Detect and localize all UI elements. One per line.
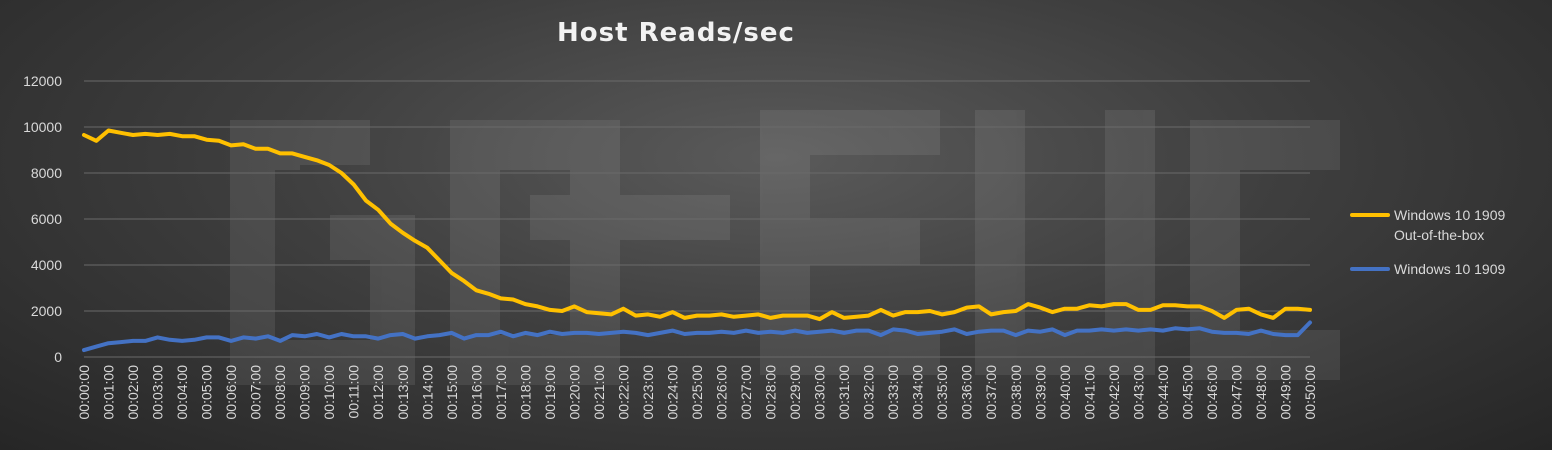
series-line-out-of-the-box bbox=[82, 128, 1312, 322]
x-tick-label: 00:31:00 bbox=[836, 365, 852, 420]
chart-title: Host Reads/sec bbox=[557, 18, 795, 48]
x-tick-label: 00:25:00 bbox=[689, 365, 705, 420]
y-tick-label: 0 bbox=[54, 349, 62, 365]
watermark-shape bbox=[230, 120, 415, 385]
watermark-shape bbox=[530, 195, 730, 240]
watermark-shape bbox=[450, 120, 620, 385]
x-tick-label: 00:14:00 bbox=[419, 365, 435, 420]
x-tick-label: 00:16:00 bbox=[468, 365, 484, 420]
x-tick-label: 00:43:00 bbox=[1130, 365, 1146, 420]
x-tick-label: 00:29:00 bbox=[787, 365, 803, 420]
x-tick-label: 00:47:00 bbox=[1228, 365, 1244, 420]
x-tick-label: 00:50:00 bbox=[1302, 365, 1318, 420]
x-tick-label: 00:10:00 bbox=[321, 365, 337, 420]
x-tick-label: 00:11:00 bbox=[346, 365, 362, 419]
x-tick-label: 00:39:00 bbox=[1032, 365, 1048, 420]
y-tick-label: 12000 bbox=[23, 73, 62, 89]
y-tick-label: 8000 bbox=[31, 165, 62, 181]
legend-swatch-out-of-the-box bbox=[1350, 213, 1390, 217]
x-tick-label: 00:06:00 bbox=[223, 365, 239, 420]
x-tick-label: 00:13:00 bbox=[395, 365, 411, 420]
legend-label-out-of-the-box: Windows 10 1909 Out-of-the-box bbox=[1394, 207, 1506, 243]
watermark-shape bbox=[1190, 120, 1340, 380]
x-tick-label: 00:34:00 bbox=[910, 365, 926, 420]
y-tick-label: 10000 bbox=[23, 119, 62, 135]
x-tick-label: 00:05:00 bbox=[199, 365, 215, 420]
x-tick-label: 00:32:00 bbox=[861, 365, 877, 420]
y-axis-tick-labels: 0 2000 4000 6000 8000 10000 12000 bbox=[23, 73, 62, 365]
series-line-baseline bbox=[82, 320, 1312, 353]
x-tick-label: 00:17:00 bbox=[493, 365, 509, 420]
x-tick-label: 00:40:00 bbox=[1057, 365, 1073, 420]
x-tick-label: 00:18:00 bbox=[517, 365, 533, 420]
x-tick-label: 00:22:00 bbox=[615, 365, 631, 420]
x-tick-label: 00:27:00 bbox=[738, 365, 754, 420]
x-tick-label: 00:36:00 bbox=[959, 365, 975, 420]
watermark-logo bbox=[230, 110, 1340, 385]
x-tick-label: 00:00:00 bbox=[76, 365, 92, 420]
x-tick-label: 00:33:00 bbox=[885, 365, 901, 420]
x-tick-label: 00:30:00 bbox=[812, 365, 828, 420]
x-tick-label: 00:46:00 bbox=[1204, 365, 1220, 420]
x-tick-label: 00:01:00 bbox=[101, 365, 117, 420]
x-tick-label: 00:12:00 bbox=[370, 365, 386, 420]
x-tick-label: 00:09:00 bbox=[297, 365, 313, 420]
x-tick-label: 00:04:00 bbox=[174, 365, 190, 420]
x-tick-label: 00:07:00 bbox=[248, 365, 264, 420]
legend-item-baseline[interactable]: Windows 10 1909 bbox=[1350, 259, 1550, 279]
x-tick-label: 00:42:00 bbox=[1106, 365, 1122, 420]
x-tick-label: 00:23:00 bbox=[640, 365, 656, 420]
x-tick-label: 00:37:00 bbox=[983, 365, 999, 420]
x-tick-label: 00:35:00 bbox=[934, 365, 950, 420]
series-lines bbox=[82, 128, 1312, 353]
x-tick-label: 00:03:00 bbox=[150, 365, 166, 420]
x-tick-label: 00:19:00 bbox=[542, 365, 558, 420]
legend-item-out-of-the-box[interactable]: Windows 10 1909 Out-of-the-box bbox=[1350, 205, 1550, 245]
legend: Windows 10 1909 Out-of-the-box Windows 1… bbox=[1350, 205, 1550, 293]
x-tick-label: 00:28:00 bbox=[763, 365, 779, 420]
x-tick-label: 00:02:00 bbox=[125, 365, 141, 420]
x-axis-tick-labels: 00:00:00 00:01:00 00:02:00 00:03:00 00:04:00… bbox=[76, 365, 1318, 420]
x-tick-label: 00:24:00 bbox=[664, 365, 680, 420]
x-tick-label: 00:26:00 bbox=[714, 365, 730, 420]
x-tick-label: 00:48:00 bbox=[1253, 365, 1269, 420]
x-tick-label: 00:49:00 bbox=[1277, 365, 1293, 420]
gridlines bbox=[84, 80, 1310, 358]
legend-swatch-baseline bbox=[1350, 267, 1390, 271]
x-tick-label: 00:20:00 bbox=[566, 365, 582, 420]
y-tick-label: 6000 bbox=[31, 211, 62, 227]
y-tick-label: 4000 bbox=[31, 257, 62, 273]
y-tick-label: 2000 bbox=[31, 303, 62, 319]
x-tick-label: 00:08:00 bbox=[272, 365, 288, 420]
x-tick-label: 00:41:00 bbox=[1081, 365, 1097, 420]
x-tick-label: 00:45:00 bbox=[1179, 365, 1195, 420]
legend-label-baseline: Windows 10 1909 bbox=[1394, 261, 1506, 277]
x-tick-label: 00:44:00 bbox=[1155, 365, 1171, 420]
x-tick-label: 00:21:00 bbox=[591, 365, 607, 420]
x-tick-label: 00:15:00 bbox=[444, 365, 460, 420]
x-tick-label: 00:38:00 bbox=[1008, 365, 1024, 420]
watermark-shape bbox=[760, 110, 940, 375]
